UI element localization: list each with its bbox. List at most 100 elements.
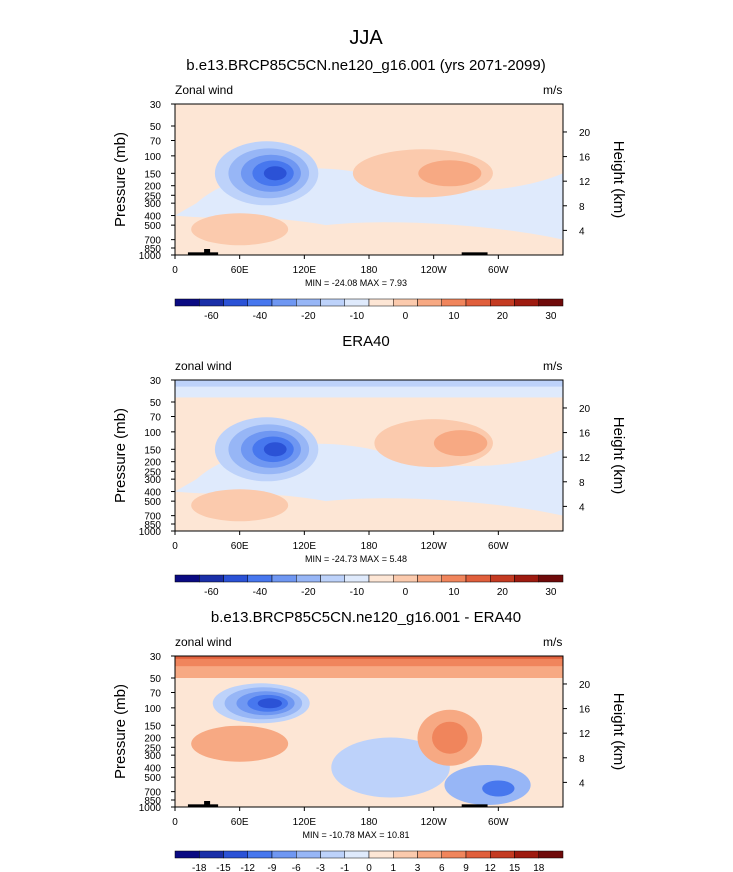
colorbar-swatch	[296, 298, 321, 307]
x-tick-label: 120E	[293, 265, 317, 276]
y-tick-label: 150	[144, 721, 161, 732]
x-tick-label: 60W	[488, 265, 509, 276]
colorbar-label: -6	[292, 863, 301, 872]
y-tick-label: 700	[144, 236, 161, 247]
colorbar-label: -10	[350, 311, 365, 322]
y-tick-label: 50	[150, 674, 162, 685]
negative-jet-contour-4	[257, 698, 282, 709]
topography-land	[461, 804, 488, 807]
min-max-stats: MIN = -10.78 MAX = 10.81	[302, 830, 409, 840]
positive-anomaly-core	[432, 721, 468, 754]
colorbar-swatch	[465, 850, 491, 859]
y-tick-label: 100	[144, 704, 161, 715]
colorbar-swatch	[296, 574, 321, 583]
colorbar-label: 30	[545, 311, 557, 322]
y-tick-label: 100	[144, 428, 161, 439]
x-tick-label: 120E	[293, 817, 317, 828]
figure-title: JJA	[349, 27, 383, 49]
y-tick-label: 300	[144, 199, 161, 210]
y-tick-label: 200	[144, 458, 161, 469]
y-tick-label: 1000	[139, 251, 162, 262]
x-tick-label: 180	[361, 541, 378, 552]
y-tick-label: 70	[150, 688, 162, 699]
x-tick-label: 180	[361, 817, 378, 828]
colorbar-swatch	[174, 574, 200, 583]
colorbar-swatch	[344, 574, 370, 583]
colorbar-swatch	[393, 298, 418, 307]
colorbar-swatch	[320, 574, 345, 583]
colorbar-swatch	[490, 574, 515, 583]
colorbar-label: 30	[545, 587, 557, 598]
contour-field	[175, 656, 563, 807]
colorbar-label: 3	[415, 863, 421, 872]
y-axis-label: Pressure (mb)	[112, 132, 129, 227]
y-tick-label: 30	[150, 376, 162, 387]
y2-tick-label: 16	[579, 429, 591, 440]
y-tick-label: 250	[144, 191, 161, 202]
colorbar-label: -20	[301, 311, 316, 322]
jet-contour-4	[263, 442, 287, 457]
y-tick-label: 400	[144, 488, 161, 499]
colorbar-swatch	[490, 850, 515, 859]
field-label: zonal wind	[175, 635, 232, 649]
colorbar-swatch	[247, 850, 273, 859]
x-tick-label: 60E	[231, 817, 249, 828]
x-tick-label: 120E	[293, 541, 317, 552]
colorbar-swatch	[538, 298, 564, 307]
min-max-stats: MIN = -24.73 MAX = 5.48	[305, 554, 407, 564]
colorbar-swatch	[223, 574, 248, 583]
x-tick-label: 0	[172, 817, 178, 828]
colorbar-label: 0	[403, 587, 409, 598]
field-label: Zonal wind	[175, 83, 233, 97]
panel-title: ERA40	[342, 333, 390, 350]
colorbar-label: 15	[509, 863, 521, 872]
panel-diff: b.e13.BRCP85C5CN.ne120_g16.001 - ERA40 zo…	[112, 609, 627, 872]
colorbar-label: -10	[350, 587, 365, 598]
x-tick-label: 120W	[421, 265, 448, 276]
y-tick-label: 250	[144, 743, 161, 754]
colorbar-swatch	[514, 574, 539, 583]
y-tick-label: 850	[144, 520, 161, 531]
y-tick-label: 500	[144, 221, 161, 232]
y2-tick-label: 8	[579, 478, 585, 489]
x-tick-label: 120W	[421, 541, 448, 552]
y-tick-label: 70	[150, 136, 162, 147]
colorbar-swatch	[441, 298, 467, 307]
y-tick-label: 100	[144, 152, 161, 163]
y2-tick-label: 4	[579, 502, 585, 513]
colorbar-swatch	[199, 298, 224, 307]
y-tick-label: 400	[144, 212, 161, 223]
y2-tick-label: 20	[579, 680, 591, 691]
y-axis-label: Pressure (mb)	[112, 684, 129, 779]
colorbar-swatch	[223, 298, 248, 307]
colorbar-swatch	[320, 298, 345, 307]
colorbar-swatch	[247, 574, 273, 583]
colorbar-label: 12	[485, 863, 497, 872]
colorbar-swatch	[199, 850, 224, 859]
panel-title: b.e13.BRCP85C5CN.ne120_g16.001 - ERA40	[211, 609, 521, 626]
colorbar-label: -60	[204, 311, 219, 322]
colorbar-swatch	[344, 298, 370, 307]
colorbar-swatch	[271, 850, 297, 859]
colorbar-swatch	[199, 574, 224, 583]
colorbar-swatch	[465, 298, 491, 307]
colorbar-swatch	[368, 298, 394, 307]
colorbar-swatch	[223, 850, 248, 859]
colorbar-label: -1	[340, 863, 349, 872]
colorbar-label: 1	[390, 863, 396, 872]
y-tick-label: 50	[150, 122, 162, 133]
y-tick-label: 500	[144, 773, 161, 784]
y-tick-label: 700	[144, 512, 161, 523]
colorbar-label: 10	[448, 311, 460, 322]
colorbar-swatch	[441, 574, 467, 583]
y2-tick-label: 4	[579, 226, 585, 237]
x-tick-label: 0	[172, 541, 178, 552]
y-tick-label: 150	[144, 445, 161, 456]
colorbar-label: 9	[463, 863, 469, 872]
colorbar-swatch	[417, 298, 442, 307]
units-label: m/s	[543, 359, 562, 373]
colorbar-swatch	[538, 850, 564, 859]
y-tick-label: 300	[144, 475, 161, 486]
colorbar-swatch	[271, 574, 297, 583]
